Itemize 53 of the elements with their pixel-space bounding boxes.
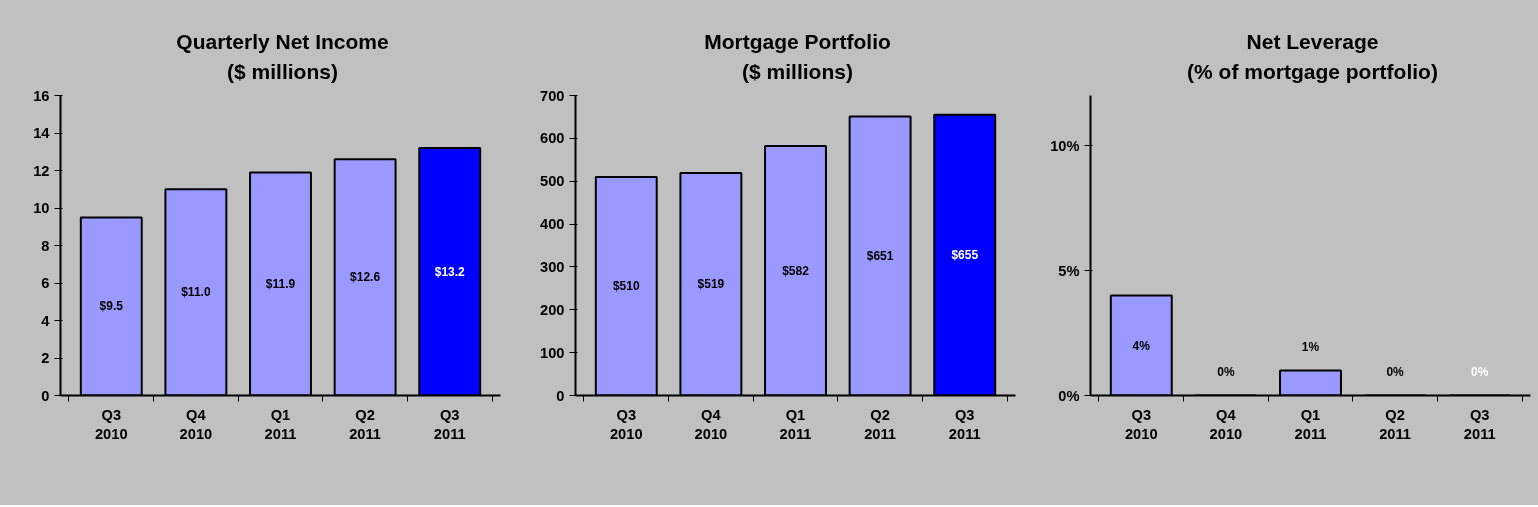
- y-tick-label: 4: [41, 312, 51, 329]
- data-label: 0%: [1217, 364, 1235, 379]
- y-tick-label: 2: [41, 350, 50, 366]
- y-tick-label: 0: [556, 387, 565, 404]
- x-tick-label: Q1 2011: [1294, 406, 1327, 442]
- x-tick-label: Q3 2010: [609, 406, 643, 442]
- x-tick-label: Q2 2011: [864, 406, 897, 442]
- x-tick-label: Q1 2011: [779, 406, 812, 442]
- y-tick-label: 300: [540, 258, 565, 275]
- data-label: 0%: [1386, 364, 1405, 379]
- y-tick-label: 10%: [1050, 137, 1080, 154]
- x-tick-label: Q2 2011: [349, 406, 382, 442]
- data-label: 1%: [1301, 339, 1320, 354]
- data-label: 4%: [1132, 338, 1151, 353]
- data-label: 0%: [1471, 364, 1489, 379]
- chart-title: Net Leverage (% of mortgage portfolio): [1187, 29, 1438, 86]
- y-tick-label: 12: [33, 162, 50, 179]
- data-label: $655: [951, 248, 979, 263]
- data-label: $582: [782, 263, 810, 278]
- data-label: $510: [612, 279, 640, 294]
- y-tick-label: 700: [540, 87, 565, 104]
- x-tick-label: Q4 2010: [1209, 406, 1243, 442]
- y-tick-label: 400: [540, 216, 565, 233]
- y-tick-label: 600: [540, 130, 565, 147]
- x-tick-label: Q1 2011: [264, 406, 297, 442]
- y-tick-label: 0%: [1058, 387, 1080, 404]
- data-label: $11.0: [181, 285, 211, 300]
- x-tick-label: Q4 2010: [694, 406, 728, 442]
- data-label: $11.9: [265, 276, 296, 291]
- y-tick-label: 100: [540, 344, 565, 361]
- x-tick-label: Q3 2010: [94, 406, 128, 442]
- y-tick-label: 5%: [1058, 262, 1080, 279]
- y-tick-label: 0: [41, 387, 50, 404]
- y-tick-label: 16: [33, 87, 50, 104]
- x-tick-label: Q3 2011: [948, 406, 981, 442]
- x-tick-label: Q3 2010: [1124, 406, 1158, 442]
- x-tick-label: Q3 2011: [433, 406, 466, 442]
- y-tick-label: 500: [540, 173, 565, 190]
- y-tick-label: 8: [41, 237, 50, 254]
- y-tick-label: 200: [540, 301, 565, 318]
- chart-title: Quarterly Net Income ($ millions): [176, 29, 389, 86]
- data-label: $12.6: [350, 270, 381, 285]
- data-label: $651: [866, 249, 894, 263]
- data-label: $519: [697, 277, 725, 292]
- y-tick-label: 10: [33, 200, 50, 216]
- x-tick-label: Q2 2011: [1379, 406, 1412, 442]
- y-tick-label: 14: [33, 125, 51, 141]
- x-tick-label: Q3 2011: [1463, 406, 1496, 442]
- y-tick-label: 6: [41, 275, 50, 291]
- data-label: $9.5: [99, 299, 124, 314]
- data-label: $13.2: [434, 264, 466, 279]
- chart-title: Mortgage Portfolio ($ millions): [704, 29, 891, 86]
- x-tick-label: Q4 2010: [179, 406, 213, 442]
